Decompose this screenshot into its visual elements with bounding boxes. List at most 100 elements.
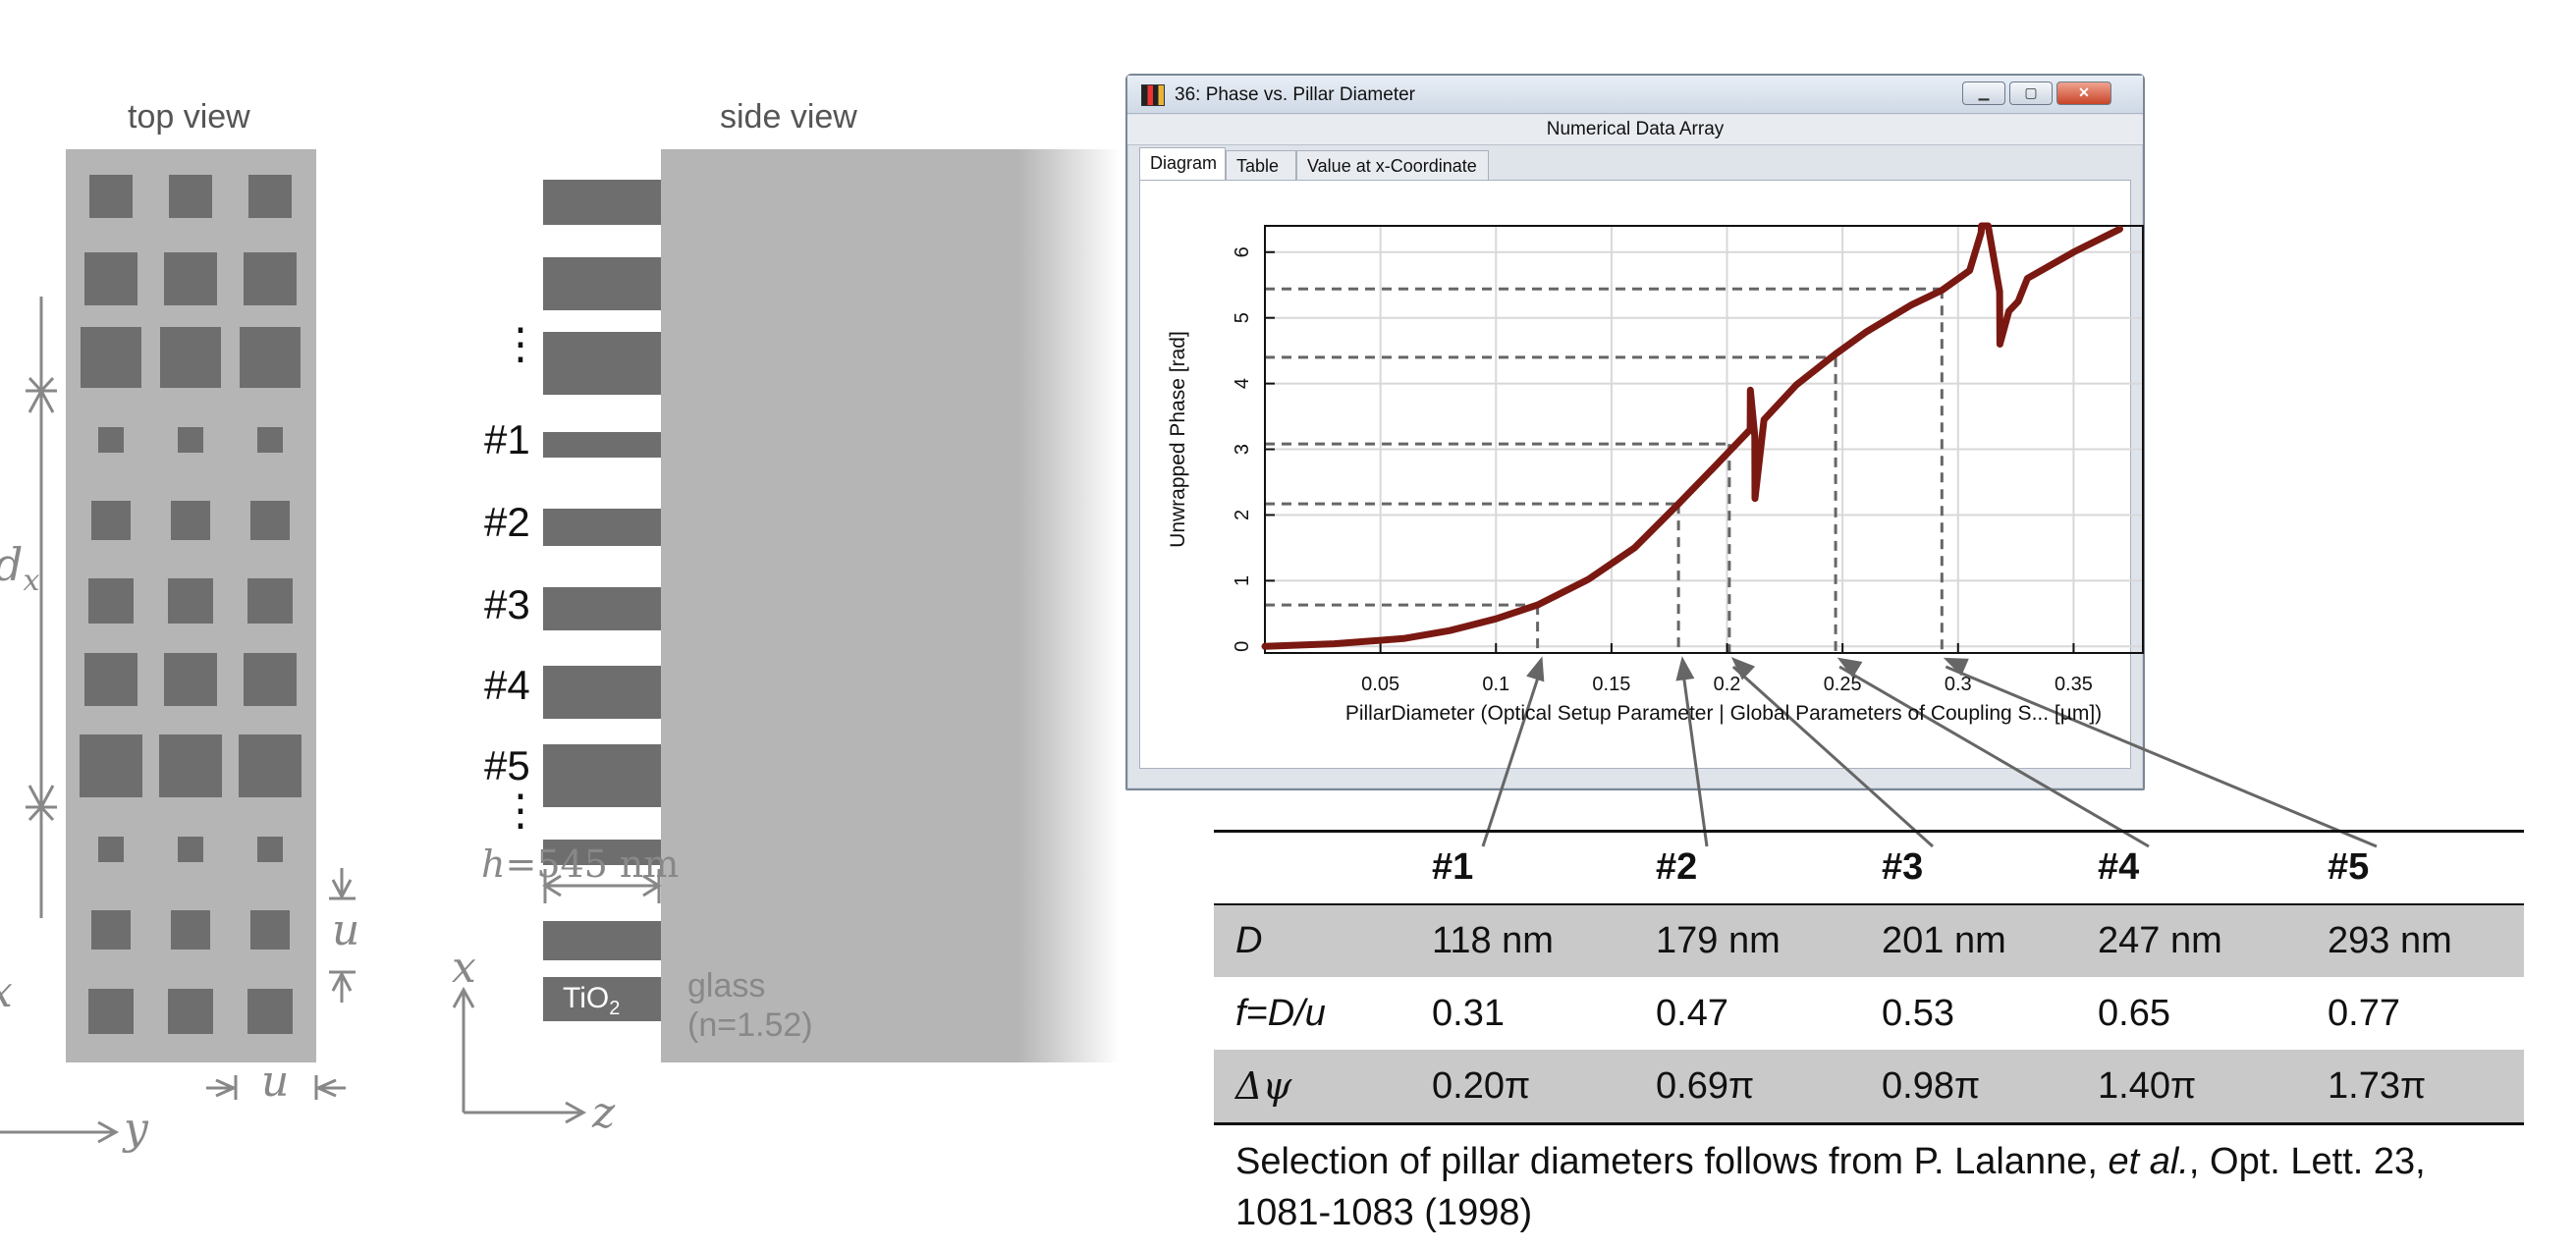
table-header-row: #1 #2 #3 #4 #5 (1214, 831, 2524, 903)
ellipsis-top: ⋮ (499, 320, 542, 368)
top-view-pillar (164, 653, 217, 706)
dim-u-vertical-label: u (332, 905, 360, 955)
top-view-pillar (257, 427, 283, 453)
dim-u-h-arrow-right (314, 1078, 346, 1098)
top-view-pillar (159, 734, 222, 797)
table-cell: 0.98π (1882, 1065, 1981, 1107)
top-view-pillar (89, 175, 133, 218)
dim-u-h-arrow-left (206, 1078, 238, 1098)
maximize-icon[interactable]: ▢ (2009, 82, 2053, 105)
tab-table[interactable]: Table (1226, 150, 1296, 180)
axis-y-arrow (97, 1120, 120, 1144)
top-view-pillar (80, 734, 142, 797)
table-cell: 0.53 (1882, 993, 1954, 1034)
minimize-icon[interactable]: ▁ (1962, 82, 2005, 105)
axis-x-label: x (452, 943, 476, 993)
side-view-pillar (543, 744, 661, 807)
window-title: 36: Phase vs. Pillar Diameter (1175, 84, 1415, 105)
top-view-pillar (81, 327, 141, 388)
pillar-label-2: #2 (484, 499, 530, 545)
table-cell: 0.31 (1432, 993, 1505, 1034)
axis-x-arrow (452, 986, 475, 1008)
side-view-pillar (543, 180, 661, 225)
top-view-pillar (171, 501, 210, 540)
top-view-pillar (98, 427, 124, 453)
table-cell: 0.77 (2328, 993, 2400, 1034)
top-view-pillar (88, 989, 134, 1034)
tab-value-at-x[interactable]: Value at x-Coordinate (1296, 150, 1489, 180)
table-col-header: #5 (2328, 846, 2370, 888)
axis-y-label: y (124, 1104, 148, 1154)
axis-z-label: z (592, 1088, 616, 1138)
table-cell: 1.40π (2098, 1065, 2197, 1107)
side-view-title: side view (720, 98, 857, 136)
table-col-header: #2 (1656, 846, 1698, 888)
top-view-pillar (248, 175, 292, 218)
tio2-label: TiO2 (563, 982, 621, 1019)
table-row: D 118 nm 179 nm 201 nm 247 nm 293 nm (1214, 904, 2524, 977)
ellipsis-bottom: ⋮ (499, 787, 542, 835)
top-view-pillar (88, 578, 134, 624)
table-cell: 0.69π (1656, 1065, 1755, 1107)
top-view-pillar (239, 734, 301, 797)
table-row-label: D (1235, 920, 1263, 961)
top-view-pillar (171, 910, 210, 950)
tab-diagram[interactable]: Diagram (1139, 147, 1226, 181)
table-row-label: Δψ (1235, 1064, 1292, 1108)
dim-dx-label: dx (0, 538, 40, 599)
table-cell: 0.20π (1432, 1065, 1531, 1107)
top-view-pillar (168, 578, 213, 624)
pillar-label-3: #3 (484, 581, 530, 627)
tio2-legend-swatch (543, 977, 661, 1021)
glass-index-label: (n=1.52) (687, 1006, 813, 1044)
top-view-pillar (91, 910, 131, 950)
diagram-panel (1139, 180, 2131, 769)
window-subtitle: Numerical Data Array (1127, 115, 2143, 145)
dim-u-v-arrow-bottom (331, 970, 353, 1003)
top-view-pillar (169, 175, 212, 218)
table-cell: 201 nm (1882, 920, 2006, 961)
side-view-pillar (543, 666, 661, 719)
glass-substrate (661, 149, 1120, 1062)
table-cell: 247 nm (2098, 920, 2222, 961)
top-view-pillar (164, 252, 217, 305)
window-titlebar[interactable]: 36: Phase vs. Pillar Diameter ▁ ▢ ✕ (1127, 76, 2143, 114)
dim-dx-arrow-in-top (27, 376, 55, 394)
pillar-label-1: #1 (484, 416, 530, 462)
phase-window: 36: Phase vs. Pillar Diameter ▁ ▢ ✕ Nume… (1125, 74, 2145, 790)
side-view-pillar (543, 509, 661, 546)
axis-x-label-topview: x (0, 967, 13, 1017)
table-cell: 293 nm (2328, 920, 2452, 961)
top-view-pillar-grid (80, 175, 301, 1034)
table-col-header: #4 (2098, 846, 2140, 888)
table-row-label: f=D/u (1235, 993, 1326, 1034)
top-view-pillar (244, 252, 297, 305)
table-cell: 1.73π (2328, 1065, 2427, 1107)
top-view-pillar (168, 989, 213, 1034)
table-header-rule (1214, 903, 2524, 905)
table-row: f=D/u 0.31 0.47 0.53 0.65 0.77 (1214, 977, 2524, 1050)
citation-caption: Selection of pillar diameters follows fr… (1235, 1141, 2426, 1233)
top-view-diagram (0, 149, 356, 1144)
table-col-header: #1 (1432, 846, 1474, 888)
dim-dx-arrow-in-bottom (27, 804, 55, 822)
top-view-pillar (91, 501, 131, 540)
glass-label: glass (687, 967, 766, 1005)
height-label: h=545 nm (481, 842, 680, 886)
table-cell: 0.65 (2098, 993, 2170, 1034)
side-view-pillar (543, 332, 661, 395)
table-cell: 179 nm (1656, 920, 1781, 961)
app-icon (1141, 84, 1165, 106)
side-view-pillar (543, 840, 661, 865)
top-view-pillar (84, 252, 137, 305)
top-view-pillar (98, 837, 124, 862)
top-view-title: top view (128, 98, 250, 136)
side-view-diagram (452, 149, 1120, 1124)
pillar-label-4: #4 (484, 662, 530, 708)
axis-z-arrow (565, 1101, 587, 1124)
top-view-pillar (244, 653, 297, 706)
close-icon[interactable]: ✕ (2056, 82, 2111, 105)
top-view-pillar (160, 327, 221, 388)
top-view-pillar (250, 910, 290, 950)
